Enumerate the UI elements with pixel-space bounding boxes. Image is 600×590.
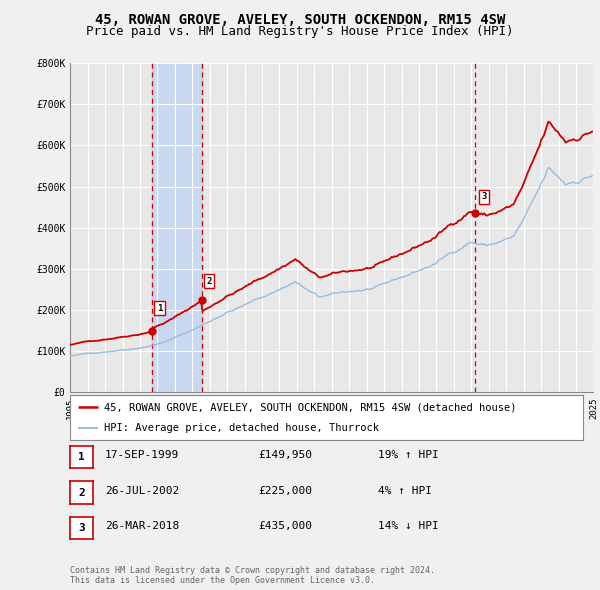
Text: 26-MAR-2018: 26-MAR-2018 [105, 522, 179, 531]
Text: 2: 2 [206, 277, 212, 286]
Text: 26-JUL-2002: 26-JUL-2002 [105, 486, 179, 496]
Text: 2: 2 [78, 488, 85, 497]
Text: 45, ROWAN GROVE, AVELEY, SOUTH OCKENDON, RM15 4SW: 45, ROWAN GROVE, AVELEY, SOUTH OCKENDON,… [95, 13, 505, 27]
Text: 14% ↓ HPI: 14% ↓ HPI [378, 522, 439, 531]
Text: £225,000: £225,000 [258, 486, 312, 496]
Text: 4% ↑ HPI: 4% ↑ HPI [378, 486, 432, 496]
Text: 3: 3 [78, 523, 85, 533]
Text: 1: 1 [157, 303, 162, 313]
Text: 3: 3 [481, 192, 487, 201]
Text: HPI: Average price, detached house, Thurrock: HPI: Average price, detached house, Thur… [104, 422, 379, 432]
Text: 17-SEP-1999: 17-SEP-1999 [105, 451, 179, 460]
Text: 19% ↑ HPI: 19% ↑ HPI [378, 451, 439, 460]
Text: Price paid vs. HM Land Registry's House Price Index (HPI): Price paid vs. HM Land Registry's House … [86, 25, 514, 38]
Text: £435,000: £435,000 [258, 522, 312, 531]
Bar [152, 63, 202, 392]
Text: Contains HM Land Registry data © Crown copyright and database right 2024.
This d: Contains HM Land Registry data © Crown c… [70, 566, 435, 585]
Text: 1: 1 [78, 453, 85, 462]
Text: £149,950: £149,950 [258, 451, 312, 460]
Text: 45, ROWAN GROVE, AVELEY, SOUTH OCKENDON, RM15 4SW (detached house): 45, ROWAN GROVE, AVELEY, SOUTH OCKENDON,… [104, 402, 516, 412]
